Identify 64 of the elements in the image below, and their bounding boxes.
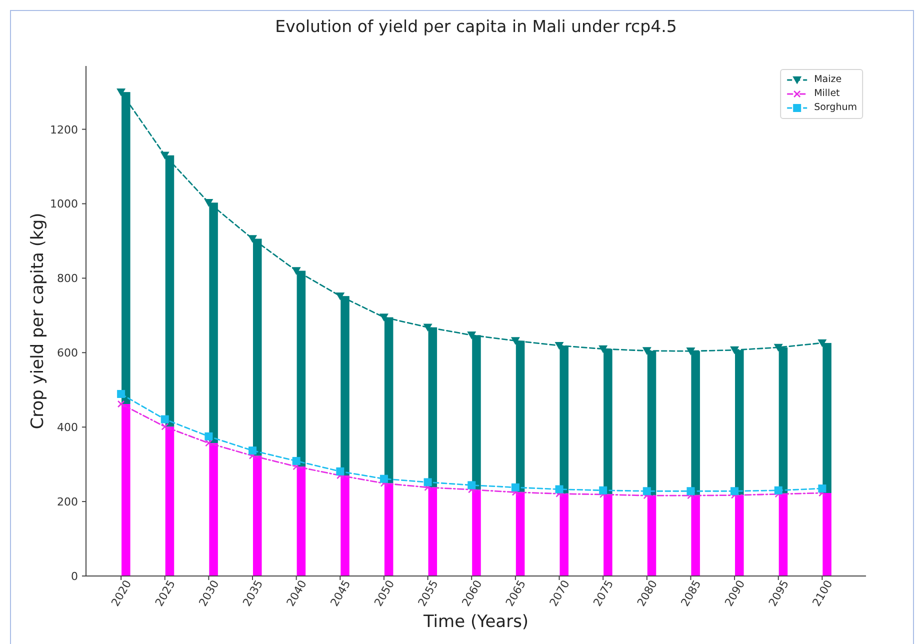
chart-title: Evolution of yield per capita in Mali under rcp4.5 bbox=[274, 17, 678, 36]
y-tick-label: 600 bbox=[57, 346, 78, 360]
point bbox=[248, 446, 257, 455]
y-tick-label: 200 bbox=[57, 495, 78, 508]
point bbox=[380, 314, 388, 322]
bar bbox=[472, 490, 481, 576]
point bbox=[336, 467, 344, 476]
point bbox=[248, 235, 257, 243]
legend-label: Sorghum bbox=[814, 101, 857, 115]
bar bbox=[735, 495, 744, 576]
legend-label: Maize bbox=[814, 73, 842, 87]
bar bbox=[165, 426, 174, 576]
x-axis-title: Time (Years) bbox=[422, 612, 530, 632]
point bbox=[424, 478, 432, 486]
point bbox=[686, 487, 695, 496]
point bbox=[774, 486, 782, 494]
bar bbox=[428, 487, 438, 576]
point bbox=[818, 484, 826, 493]
bar bbox=[340, 475, 350, 576]
point bbox=[292, 267, 301, 275]
bar bbox=[778, 494, 788, 576]
point bbox=[204, 432, 213, 440]
bar bbox=[516, 492, 525, 576]
point bbox=[117, 390, 126, 398]
bar bbox=[647, 496, 656, 576]
point bbox=[336, 292, 344, 300]
point bbox=[468, 481, 476, 490]
legend-label: Millet bbox=[814, 87, 840, 101]
point bbox=[424, 324, 432, 332]
point bbox=[555, 342, 564, 350]
point bbox=[642, 347, 652, 355]
point bbox=[292, 456, 300, 465]
point bbox=[160, 415, 169, 424]
point bbox=[730, 346, 739, 354]
point bbox=[818, 339, 826, 347]
bar bbox=[822, 492, 832, 576]
y-tick-label: 800 bbox=[57, 272, 78, 285]
point bbox=[511, 337, 520, 345]
point bbox=[686, 348, 695, 355]
point bbox=[598, 345, 608, 353]
y-tick-label: 400 bbox=[57, 420, 78, 434]
bar bbox=[691, 496, 700, 576]
bar bbox=[384, 483, 394, 576]
bar bbox=[209, 443, 218, 576]
bar bbox=[604, 494, 612, 576]
bar bbox=[252, 456, 262, 576]
point bbox=[642, 487, 651, 496]
bar bbox=[296, 466, 306, 576]
point bbox=[160, 152, 170, 160]
y-axis-title: Crop yield per capita (kg) bbox=[28, 212, 48, 430]
point bbox=[116, 88, 126, 96]
point bbox=[467, 332, 476, 339]
point bbox=[730, 487, 739, 496]
point bbox=[599, 486, 608, 494]
point bbox=[204, 199, 213, 206]
y-tick-label: 1000 bbox=[50, 197, 78, 210]
point bbox=[555, 485, 564, 494]
point bbox=[511, 483, 520, 492]
bar bbox=[122, 404, 130, 576]
point bbox=[380, 474, 388, 483]
y-tick-label: 0 bbox=[71, 570, 78, 582]
y-tick-label: 1200 bbox=[50, 122, 78, 136]
point bbox=[774, 344, 783, 352]
bar bbox=[560, 494, 568, 576]
